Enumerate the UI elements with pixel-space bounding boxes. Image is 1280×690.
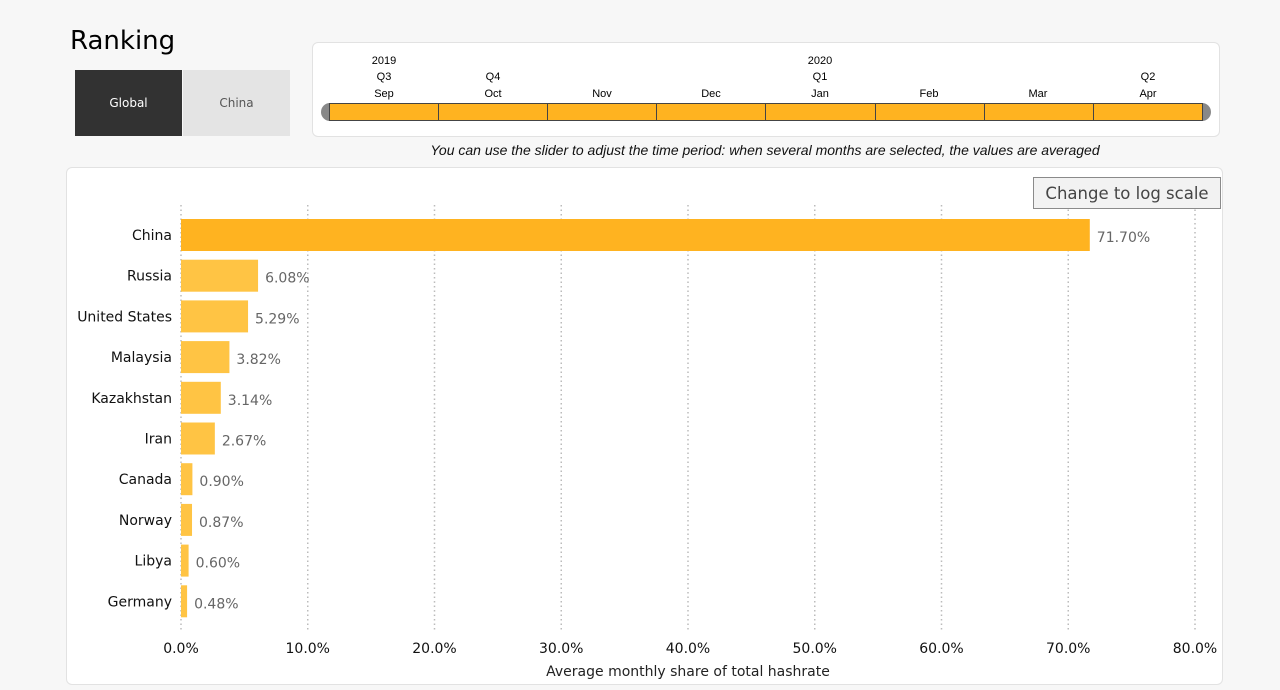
slider-tick (656, 103, 657, 121)
month-label-dec: Dec (701, 88, 721, 100)
year-label-2020: 2020 (807, 55, 833, 67)
bar (181, 381, 221, 414)
x-tick-label: 70.0% (1046, 641, 1090, 657)
category-label: Norway (119, 513, 172, 529)
slider-tick (765, 103, 766, 121)
value-label: 3.82% (236, 352, 280, 368)
bar (181, 422, 215, 455)
x-tick-label: 50.0% (793, 641, 837, 657)
slider-tick (984, 103, 985, 121)
value-label: 0.48% (194, 596, 238, 612)
category-label: Libya (135, 554, 172, 570)
quarter-label-q4: Q4 (485, 71, 501, 83)
month-label-mar: Mar (1028, 88, 1048, 100)
value-label: 3.14% (228, 393, 272, 409)
value-label: 2.67% (222, 434, 266, 450)
slider-hint-text: You can use the slider to adjust the tim… (430, 142, 1100, 158)
month-label-nov: Nov (592, 88, 612, 100)
bar (181, 259, 259, 292)
value-label: 6.08% (265, 271, 309, 287)
time-slider-panel: 2019 2020 Q3 Q4 Q1 Q2 Sep Oct Nov Dec Ja… (312, 42, 1220, 137)
year-label-2019: 2019 (371, 55, 397, 67)
chart-panel (66, 167, 1223, 685)
slider-tick (875, 103, 876, 121)
bar (181, 503, 193, 536)
month-label-jan: Jan (811, 88, 829, 100)
month-label-apr: Apr (1139, 88, 1157, 100)
bar (181, 463, 193, 496)
bar (181, 219, 1090, 251)
x-tick-label: 80.0% (1173, 641, 1217, 657)
bar (181, 585, 188, 618)
x-tick-label: 0.0% (163, 641, 199, 657)
category-label: Canada (119, 472, 172, 488)
value-label: 0.90% (199, 474, 243, 490)
x-tick-label: 60.0% (919, 641, 963, 657)
bar (181, 544, 189, 577)
page-title: Ranking (70, 26, 176, 56)
quarter-label-q1: Q1 (812, 71, 828, 83)
value-label: 0.87% (199, 515, 243, 531)
category-label: Kazakhstan (91, 391, 172, 407)
log-scale-button[interactable]: Change to log scale (1033, 177, 1221, 209)
x-tick-label: 20.0% (412, 641, 456, 657)
category-label: Germany (108, 594, 172, 610)
category-label: China (132, 228, 172, 244)
bar (181, 341, 230, 374)
month-label-oct: Oct (484, 88, 502, 100)
category-label: Iran (145, 432, 172, 448)
x-tick-label: 10.0% (286, 641, 330, 657)
x-tick-label: 40.0% (666, 641, 710, 657)
slider-tick (1093, 103, 1094, 121)
value-label: 0.60% (196, 556, 240, 572)
x-axis-title: Average monthly share of total hashrate (546, 664, 830, 680)
value-label: 71.70% (1097, 230, 1150, 246)
quarter-label-q2: Q2 (1140, 71, 1156, 83)
china-button[interactable]: China (183, 70, 290, 136)
slider-tick (547, 103, 548, 121)
x-tick-label: 30.0% (539, 641, 583, 657)
value-label: 5.29% (255, 311, 299, 327)
month-label-sep: Sep (374, 88, 394, 100)
month-label-feb: Feb (919, 88, 939, 100)
category-label: United States (77, 309, 172, 325)
quarter-label-q3: Q3 (376, 71, 392, 83)
slider-tick (438, 103, 439, 121)
category-label: Malaysia (111, 350, 172, 366)
bar (181, 300, 249, 333)
global-button[interactable]: Global (75, 70, 182, 136)
category-label: Russia (127, 269, 172, 285)
